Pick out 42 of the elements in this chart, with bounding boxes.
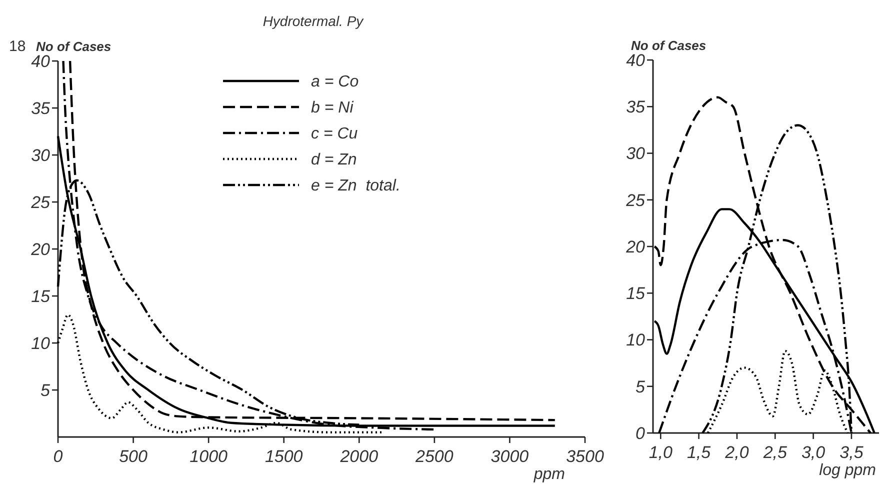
y-tick-label: 5 <box>636 377 646 396</box>
text: 18 <box>9 38 26 55</box>
legend-label: c = Cu <box>311 126 358 143</box>
y-tick-label: 30 <box>31 146 51 165</box>
x-tick-label: 3000 <box>490 447 530 466</box>
x-tick-label: 2000 <box>339 447 379 466</box>
x-tick-label: 1500 <box>264 447 304 466</box>
y-tick-label: 10 <box>626 330 646 350</box>
x-tick-label: 1000 <box>190 447 228 466</box>
legend-label: e = Zn total. <box>311 178 400 195</box>
x-tick-label: 2,5 <box>762 443 788 462</box>
y-tick-label: 20 <box>30 240 51 259</box>
legend-label: d = Zn <box>311 152 357 169</box>
x-tick-label: 2,0 <box>724 443 750 462</box>
y-axis-title: No of Cases <box>631 38 706 53</box>
x-tick-label: 1,5 <box>686 443 712 462</box>
y-tick-label: 25 <box>625 190 646 210</box>
x-axis-title: ppm <box>532 466 565 483</box>
y-tick-label: 35 <box>626 98 646 117</box>
y-tick-label: 25 <box>30 192 51 212</box>
y-tick-label: 10 <box>31 334 51 353</box>
y-tick-label: 0 <box>636 424 646 443</box>
legend-label: a = Co <box>311 74 359 91</box>
y-tick-label: 15 <box>31 286 51 306</box>
y-tick-label: 40 <box>31 52 51 71</box>
y-tick-label: 5 <box>40 380 51 400</box>
x-tick-label: 3,5 <box>840 443 864 462</box>
x-axis-title: log ppm <box>819 462 876 479</box>
x-tick-label: 0 <box>53 447 64 466</box>
y-tick-label: 30 <box>626 144 646 164</box>
y-tick-label: 40 <box>626 50 646 70</box>
x-tick-label: 1,0 <box>648 443 673 462</box>
x-tick-label: 3500 <box>566 447 604 466</box>
x-tick-label: 2500 <box>414 447 454 466</box>
y-tick-label: 15 <box>626 284 646 304</box>
x-tick-label: 3,0 <box>801 443 826 462</box>
legend-label: b = Ni <box>311 100 354 117</box>
y-axis-title: No of Cases <box>36 39 112 54</box>
y-tick-label: 20 <box>625 237 646 256</box>
chart-title: Hydrotermal. Py <box>262 13 364 29</box>
x-tick-label: 500 <box>119 447 148 466</box>
y-tick-label: 35 <box>31 98 51 118</box>
